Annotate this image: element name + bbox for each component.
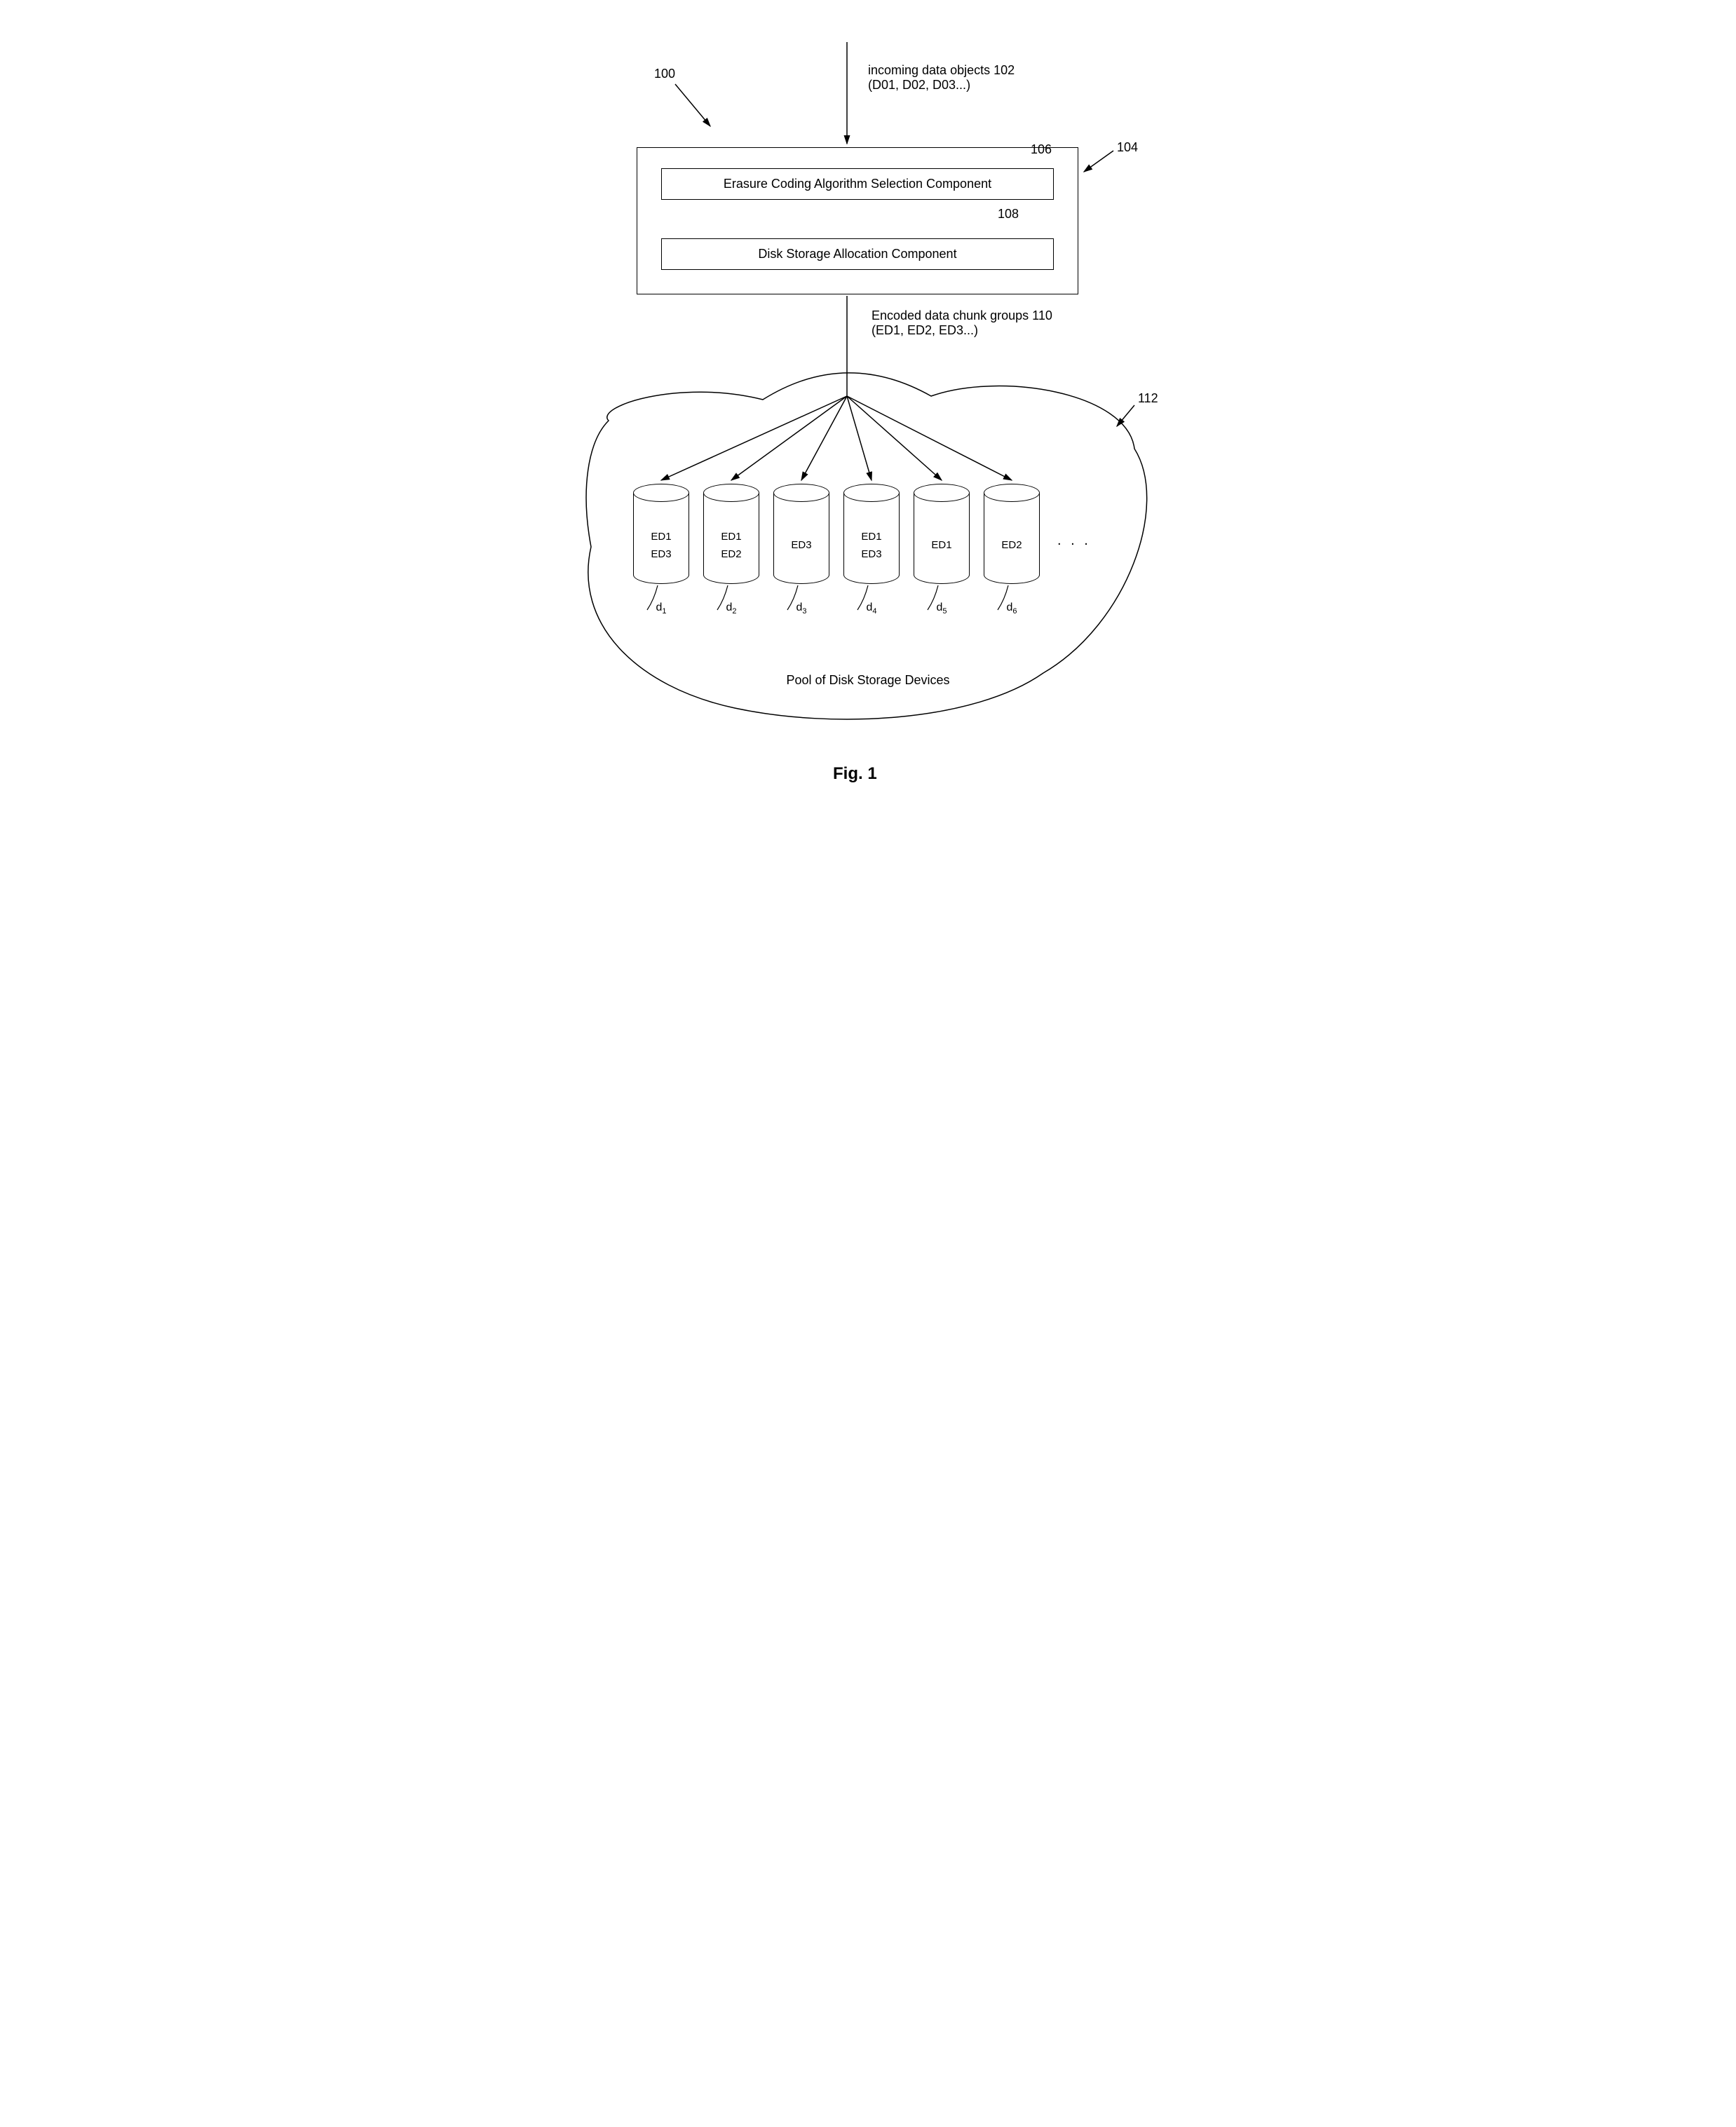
disk-body: ED1ED2 [703,493,759,584]
fig-caption: Fig. 1 [833,764,877,784]
disk-top [984,484,1040,502]
disk-content-label: ED3 [791,539,811,551]
disk-content-label: ED2 [721,548,741,560]
label-encoded-line1: Encoded data chunk groups 110 [872,308,1068,323]
disk-cylinder: ED1ED3d4 [843,484,900,584]
disk-label: d6 [1006,602,1017,616]
label-encoded: Encoded data chunk groups 110 (ED1, ED2,… [872,308,1068,338]
ref-100: 100 [654,67,675,81]
disk-cylinder: ED1d5 [914,484,970,584]
disk-label: d5 [936,602,947,616]
disk-top [633,484,689,502]
disk-body: ED2 [984,493,1040,584]
disk-label: d1 [656,602,666,616]
label-incoming-line1: incoming data objects 102 [868,63,1043,78]
label-incoming-line2: (D01, D02, D03...) [868,78,1043,93]
ref-112: 112 [1138,391,1158,406]
disk-body: ED1ED3 [633,493,689,584]
disk-cylinder: ED1ED2d2 [703,484,759,584]
diagram-root: 100 incoming data objects 102 (D01, D02,… [552,28,1184,799]
box-108-text: Disk Storage Allocation Component [758,247,956,261]
disk-content-label: ED1 [651,531,671,543]
disk-body: ED3 [773,493,829,584]
disk-top [843,484,900,502]
ref-106: 106 [1031,142,1052,157]
disk-top [773,484,829,502]
box-106-text: Erasure Coding Algorithm Selection Compo… [724,177,991,191]
disk-body: ED1ED3 [843,493,900,584]
disk-content-label: ED1 [861,531,881,543]
label-incoming: incoming data objects 102 (D01, D02, D03… [868,63,1043,93]
disk-top [914,484,970,502]
disk-body: ED1 [914,493,970,584]
disk-cylinder: ED2d6 [984,484,1040,584]
label-encoded-line2: (ED1, ED2, ED3...) [872,323,1068,338]
disk-content-label: ED3 [651,548,671,560]
box-108: Disk Storage Allocation Component [661,238,1054,270]
disk-content-label: ED1 [931,539,951,551]
disk-content-label: ED3 [861,548,881,560]
disk-cylinder: ED3d3 [773,484,829,584]
pool-title: Pool of Disk Storage Devices [763,673,973,688]
disk-content-label: ED2 [1001,539,1022,551]
disk-cylinder: ED1ED3d1 [633,484,689,584]
disk-label: d2 [726,602,736,616]
disk-label: d3 [796,602,806,616]
ref-104: 104 [1117,140,1138,155]
box-106: Erasure Coding Algorithm Selection Compo… [661,168,1054,200]
disk-top [703,484,759,502]
disk-content-label: ED1 [721,531,741,543]
disk-label: d4 [866,602,876,616]
ellipsis: . . . [1057,533,1091,549]
ref-108: 108 [998,207,1019,222]
